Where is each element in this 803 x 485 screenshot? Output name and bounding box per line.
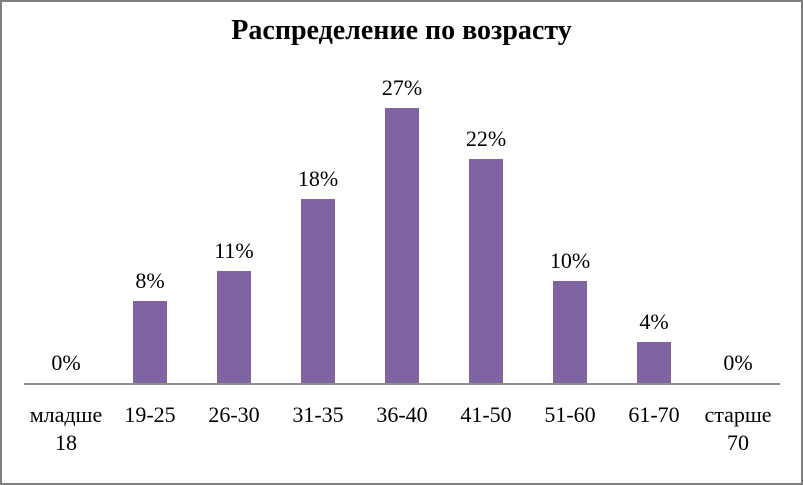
bar-column: 27% bbox=[360, 2, 444, 383]
data-label: 18% bbox=[297, 166, 339, 191]
bar-column: 22% bbox=[444, 2, 528, 383]
data-label: 27% bbox=[381, 75, 423, 100]
bar-column: 18% bbox=[276, 2, 360, 383]
bar-column: 4% bbox=[612, 2, 696, 383]
x-axis-category-label: 36-40 bbox=[376, 402, 428, 427]
bar bbox=[553, 281, 587, 383]
x-axis-category-label: 61-70 bbox=[628, 402, 680, 427]
bar bbox=[217, 271, 251, 383]
x-axis-labels: младше 18 19-25 26-30 31-35 36-40 41-50 51-60 6… bbox=[24, 401, 780, 457]
bar-column: 8% bbox=[108, 2, 192, 383]
data-label: 22% bbox=[465, 126, 507, 151]
x-axis-category-label: старше 70 bbox=[704, 402, 772, 455]
x-axis-category-label: младше 18 bbox=[29, 402, 103, 455]
bar bbox=[469, 159, 503, 383]
bar bbox=[637, 342, 671, 383]
data-label: 11% bbox=[214, 238, 254, 263]
bar-column: 0% bbox=[24, 2, 108, 383]
bar bbox=[301, 199, 335, 383]
bar bbox=[385, 108, 419, 383]
x-axis-line bbox=[24, 383, 780, 385]
x-axis-category-label: 41-50 bbox=[460, 402, 512, 427]
data-label: 8% bbox=[135, 268, 165, 293]
x-axis-category-label: 19-25 bbox=[124, 402, 176, 427]
data-label: 10% bbox=[549, 248, 591, 273]
bar-column: 10% bbox=[528, 2, 612, 383]
bar-column: 11% bbox=[192, 2, 276, 383]
bars-container: 0% 8% 11% 18% 27% 22% 10% 4% 0% bbox=[24, 2, 780, 383]
x-axis-category-label: 26-30 bbox=[208, 402, 260, 427]
data-label: 4% bbox=[639, 309, 669, 334]
data-label: 0% bbox=[51, 350, 81, 375]
chart-title: Распределение по возрасту bbox=[231, 15, 572, 46]
bar bbox=[133, 301, 167, 383]
data-label: 0% bbox=[723, 350, 753, 375]
x-axis-category-label: 51-60 bbox=[544, 402, 596, 427]
x-axis-category-label: 31-35 bbox=[292, 402, 344, 427]
bar-column: 0% bbox=[696, 2, 780, 383]
